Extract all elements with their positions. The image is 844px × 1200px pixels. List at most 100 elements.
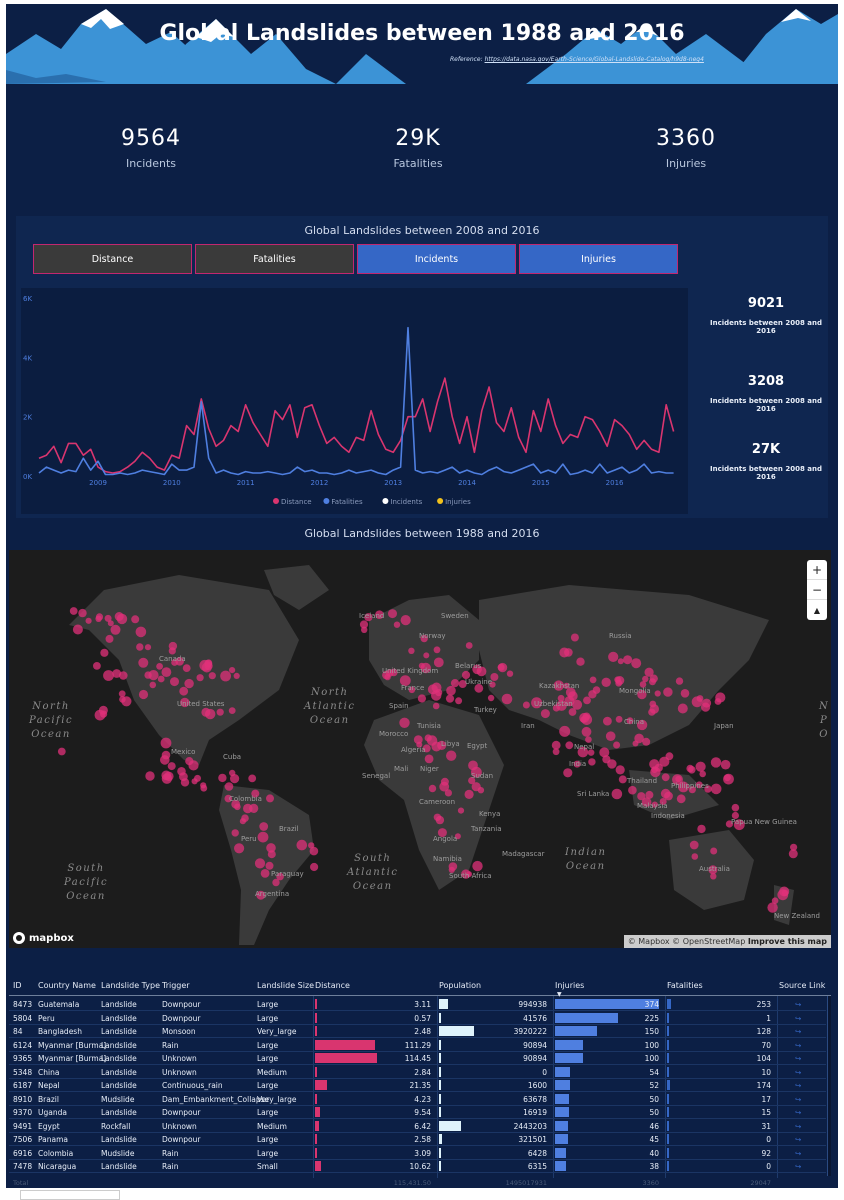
- incident-dot[interactable]: [191, 778, 198, 785]
- incident-dot[interactable]: [587, 749, 595, 756]
- incident-dot[interactable]: [464, 789, 474, 799]
- incident-dot[interactable]: [93, 662, 101, 670]
- incident-dot[interactable]: [259, 822, 269, 831]
- incident-dot[interactable]: [568, 708, 577, 716]
- incident-dot[interactable]: [697, 824, 706, 834]
- incident-dot[interactable]: [465, 642, 473, 649]
- attribution-text[interactable]: © Mapbox © OpenStreetMap: [627, 937, 746, 946]
- col-header-country[interactable]: Country Name: [38, 981, 96, 990]
- table-row[interactable]: 9370 Uganda Landslide Downpour Large 9.54 1691…: [9, 1106, 826, 1119]
- world-map[interactable]: North Pacific Ocean North Atlantic Ocean…: [9, 550, 831, 948]
- incident-dot[interactable]: [170, 677, 179, 687]
- incident-dot[interactable]: [160, 755, 170, 765]
- incident-dot[interactable]: [175, 657, 184, 666]
- source-link-icon[interactable]: ↪: [795, 1054, 802, 1063]
- table-row[interactable]: 6916 Colombia Mudslide Rain Large 3.09 6428 40 9…: [9, 1147, 826, 1160]
- col-header-type[interactable]: Landslide Type: [101, 981, 161, 990]
- incident-dot[interactable]: [677, 703, 688, 714]
- incident-dot[interactable]: [103, 670, 114, 681]
- incident-dot[interactable]: [585, 736, 592, 743]
- source-link-icon[interactable]: ↪: [795, 1027, 802, 1036]
- incident-dot[interactable]: [234, 843, 245, 854]
- incident-dot[interactable]: [433, 657, 444, 668]
- table-row[interactable]: 84 Bangladesh Landslide Monsoon Very_large 2.…: [9, 1025, 826, 1038]
- incident-dot[interactable]: [375, 610, 384, 619]
- toggle-incidents-button[interactable]: Incidents: [357, 244, 516, 274]
- incident-dot[interactable]: [446, 685, 456, 696]
- incident-dot[interactable]: [114, 612, 124, 621]
- incident-dot[interactable]: [309, 846, 319, 856]
- incident-dot[interactable]: [177, 767, 186, 776]
- incident-dot[interactable]: [788, 849, 798, 859]
- incident-dot[interactable]: [455, 697, 463, 705]
- incident-dot[interactable]: [69, 607, 78, 615]
- incident-dot[interactable]: [472, 860, 483, 872]
- incident-dot[interactable]: [563, 682, 570, 689]
- incident-dot[interactable]: [457, 807, 465, 814]
- incident-dot[interactable]: [131, 615, 140, 624]
- col-header-source-link[interactable]: Source Link: [779, 981, 826, 990]
- incident-dot[interactable]: [557, 694, 565, 702]
- incident-dot[interactable]: [196, 674, 204, 682]
- incident-dot[interactable]: [228, 707, 236, 714]
- incident-dot[interactable]: [444, 789, 452, 797]
- incident-dot[interactable]: [254, 858, 266, 869]
- incident-dot[interactable]: [651, 801, 658, 808]
- incident-dot[interactable]: [188, 760, 199, 771]
- incident-dot[interactable]: [565, 687, 576, 698]
- incident-dot[interactable]: [448, 862, 458, 871]
- zoom-in-button[interactable]: +: [807, 560, 827, 580]
- incident-dot[interactable]: [601, 677, 611, 687]
- incident-dot[interactable]: [157, 675, 165, 683]
- incident-dot[interactable]: [399, 675, 411, 686]
- incident-dot[interactable]: [576, 657, 585, 666]
- incident-dot[interactable]: [563, 768, 573, 778]
- incident-dot[interactable]: [506, 670, 514, 677]
- incident-dot[interactable]: [359, 620, 369, 629]
- incident-dot[interactable]: [156, 663, 164, 670]
- incident-dot[interactable]: [723, 773, 734, 785]
- col-header-population[interactable]: Population: [439, 981, 482, 990]
- incident-dot[interactable]: [618, 775, 627, 784]
- sort-desc-icon[interactable]: ▼: [557, 991, 562, 998]
- incident-dot[interactable]: [100, 648, 109, 657]
- incident-dot[interactable]: [664, 791, 673, 801]
- incident-dot[interactable]: [180, 697, 190, 708]
- incident-dot[interactable]: [626, 717, 634, 725]
- incident-dot[interactable]: [701, 702, 711, 712]
- incident-dot[interactable]: [661, 773, 670, 782]
- incident-dot[interactable]: [204, 659, 213, 668]
- incident-dot[interactable]: [704, 785, 712, 793]
- incident-dot[interactable]: [437, 828, 447, 838]
- compass-button[interactable]: ▲: [813, 605, 821, 615]
- incident-dot[interactable]: [104, 614, 112, 622]
- incident-dot[interactable]: [216, 708, 224, 716]
- incident-dot[interactable]: [428, 784, 437, 793]
- incident-dot[interactable]: [461, 670, 471, 680]
- incident-dot[interactable]: [771, 897, 779, 904]
- incident-dot[interactable]: [715, 692, 726, 703]
- source-link-icon[interactable]: ↪: [795, 1040, 802, 1050]
- incident-dot[interactable]: [577, 746, 589, 758]
- incident-dot[interactable]: [182, 664, 191, 672]
- incident-dot[interactable]: [276, 872, 284, 881]
- incident-dot[interactable]: [229, 667, 236, 674]
- page-tab[interactable]: [20, 1190, 120, 1200]
- col-header-trigger[interactable]: Trigger: [162, 981, 190, 990]
- incident-dot[interactable]: [393, 621, 401, 628]
- incident-dot[interactable]: [418, 662, 425, 669]
- incident-dot[interactable]: [552, 748, 560, 756]
- incident-dot[interactable]: [388, 609, 397, 619]
- mapbox-logo[interactable]: mapbox: [13, 932, 74, 944]
- incident-dot[interactable]: [490, 673, 499, 681]
- incident-dot[interactable]: [472, 664, 482, 675]
- incident-dot[interactable]: [641, 797, 652, 807]
- incident-dot[interactable]: [224, 794, 233, 803]
- incident-dot[interactable]: [138, 689, 149, 700]
- incident-dot[interactable]: [119, 671, 128, 680]
- incident-dot[interactable]: [121, 696, 132, 707]
- incident-dot[interactable]: [110, 624, 121, 635]
- incident-dot[interactable]: [105, 634, 114, 643]
- incident-dot[interactable]: [260, 869, 270, 878]
- incident-dot[interactable]: [308, 842, 315, 849]
